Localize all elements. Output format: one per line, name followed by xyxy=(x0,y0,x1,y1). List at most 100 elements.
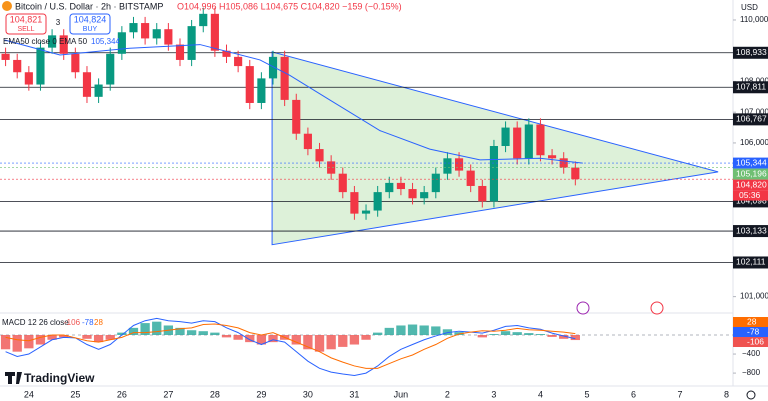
level-tag xyxy=(733,81,768,94)
histogram-bar xyxy=(268,335,278,343)
candle-body xyxy=(361,210,371,214)
candle-body xyxy=(257,78,266,103)
y-tick-label: 108,000 xyxy=(740,77,768,86)
histogram-bar xyxy=(152,321,162,335)
y-tick-label: −800 xyxy=(742,368,761,377)
candle-body xyxy=(385,182,394,193)
logo-icon xyxy=(5,372,22,384)
x-tick-label: 4 xyxy=(538,389,543,399)
histogram-bar xyxy=(326,335,336,350)
candle-body xyxy=(559,158,568,168)
x-tick-label: 30 xyxy=(303,389,313,399)
ohlc: O104,996 H105,086 L104,675 C104,820 −159… xyxy=(177,1,402,11)
histogram-bar xyxy=(477,335,487,338)
histogram-bar xyxy=(314,335,325,352)
histogram-bar xyxy=(233,335,243,340)
candle-body xyxy=(268,56,278,79)
candle-body xyxy=(59,35,68,54)
candle-body xyxy=(222,50,231,57)
candle-body xyxy=(141,23,150,39)
histogram-bar xyxy=(396,325,406,335)
candle-body xyxy=(13,59,22,73)
buy-button[interactable] xyxy=(69,13,111,35)
signal-line xyxy=(5,323,576,369)
candle-body xyxy=(117,32,126,54)
level-label: 104,098 xyxy=(736,196,767,206)
histogram-bar xyxy=(175,327,185,335)
ema-legend-value: 105,344 xyxy=(91,37,120,46)
level-label: 103,133 xyxy=(736,225,767,235)
event-icon[interactable] xyxy=(576,301,590,315)
histogram-bar xyxy=(489,334,499,335)
x-tick-label: 2 xyxy=(445,389,450,399)
histogram-bar xyxy=(12,335,22,352)
histogram-bar xyxy=(535,334,546,335)
histogram-bar xyxy=(559,335,569,339)
macd-legend-macd: -78 xyxy=(82,318,94,327)
countdown-tag xyxy=(733,190,768,201)
logo: TradingView xyxy=(24,371,95,385)
y-tick-label: 107,000 xyxy=(740,107,768,116)
coin-icon xyxy=(2,1,12,11)
candle-body xyxy=(48,35,57,48)
candle-body xyxy=(303,133,312,150)
histogram-bar xyxy=(361,335,371,340)
ema-line xyxy=(4,39,583,164)
candle-body xyxy=(408,189,417,199)
candle-body xyxy=(187,26,196,60)
histogram-bar xyxy=(291,335,301,345)
macd-tag xyxy=(733,327,768,337)
x-tick-label: 3 xyxy=(491,389,496,399)
level-tag xyxy=(733,256,768,269)
settings-icon[interactable] xyxy=(746,390,756,400)
candle-body xyxy=(524,124,533,159)
histogram-bar xyxy=(524,333,534,335)
symbol: Bitcoin / U.S. Dollar · 2h · BITSTAMP xyxy=(15,1,163,11)
histogram-bar xyxy=(221,335,232,338)
histogram-bar xyxy=(140,323,150,335)
histogram-bar xyxy=(245,335,255,343)
candle-body xyxy=(501,127,510,147)
level-label: 102,111 xyxy=(736,257,766,267)
candle-body xyxy=(489,146,499,202)
y-tick-label: 110,000 xyxy=(740,15,768,24)
histogram-bar xyxy=(198,331,208,335)
candle-body xyxy=(420,192,429,199)
event-icon[interactable] xyxy=(650,301,664,315)
histogram-bar xyxy=(431,326,441,335)
histogram-bar xyxy=(105,335,115,340)
x-tick-label: 31 xyxy=(349,389,359,399)
x-tick-label: 8 xyxy=(724,389,729,399)
y-tick-label: −400 xyxy=(742,349,761,358)
histogram-bar xyxy=(117,332,127,335)
buy-label: BUY xyxy=(83,26,98,33)
sell-price: 104,821 xyxy=(10,14,43,24)
candle-body xyxy=(396,182,405,190)
candle-body xyxy=(106,53,115,85)
candle-body xyxy=(82,72,92,97)
x-tick-label: 27 xyxy=(163,389,173,399)
x-tick-label: 28 xyxy=(210,389,220,399)
background-layer xyxy=(0,51,733,336)
buy-price: 104,824 xyxy=(74,14,107,24)
candle-body xyxy=(36,47,45,85)
y-tick-label: 106,000 xyxy=(740,138,768,147)
histogram-bar xyxy=(47,335,57,340)
macd-tag xyxy=(733,317,768,327)
histogram-bar xyxy=(512,332,522,335)
candle-body xyxy=(210,13,219,51)
level-tag xyxy=(733,46,768,59)
x-tick-label: 7 xyxy=(677,389,682,399)
candle-body xyxy=(280,56,289,100)
sell-button[interactable] xyxy=(5,13,47,35)
candle-body xyxy=(536,124,545,156)
x-tick-label: Jun xyxy=(394,389,409,399)
x-tick-label: 5 xyxy=(584,389,589,399)
price-tag-label: 105,196 xyxy=(736,168,767,178)
histogram-bar xyxy=(338,335,348,347)
candle-body xyxy=(315,149,324,162)
level-label: 106,767 xyxy=(736,114,767,124)
histogram-bar xyxy=(24,335,34,349)
macd-legend-hist: -106 xyxy=(64,318,81,327)
